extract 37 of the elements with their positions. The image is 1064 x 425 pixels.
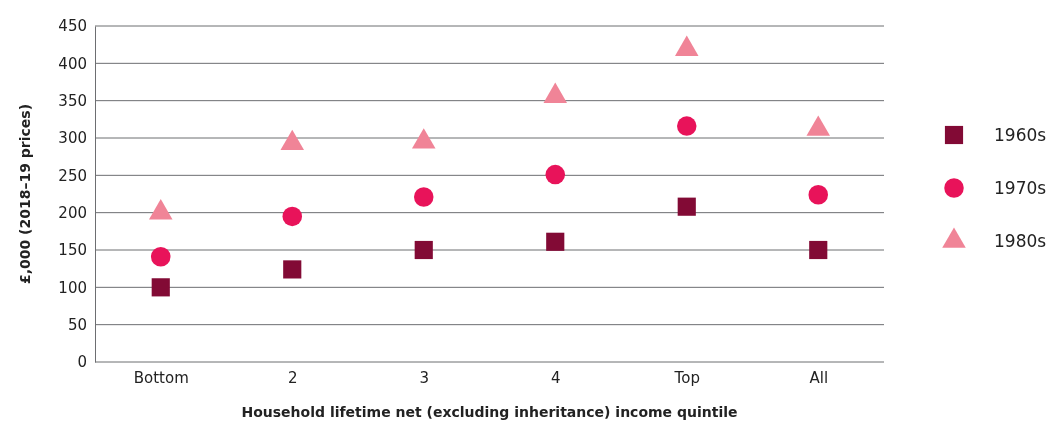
point (545, 164, 566, 185)
y-axis-title: £,000 (2018–19 prices) (17, 103, 33, 285)
x-tick-label: Top (673, 368, 700, 387)
point (283, 260, 302, 279)
y-tick-label: 200 (58, 203, 87, 222)
x-tick-label: All (809, 368, 829, 387)
y-tick-label: 300 (58, 129, 87, 148)
point (280, 129, 305, 151)
point (543, 82, 568, 103)
y-tick-label: 0 (77, 353, 87, 372)
point (411, 128, 436, 149)
point (414, 240, 433, 260)
point (809, 240, 828, 260)
x-axis-title: Household lifetime net (excluding inheritance) income quintile (241, 404, 738, 420)
legend-label: 1970s (994, 178, 1047, 198)
point (413, 187, 434, 207)
legend-label: 1980s (994, 231, 1047, 251)
x-tick-label: Bottom (133, 368, 189, 387)
point (808, 184, 829, 205)
point (677, 197, 696, 216)
y-tick-label: 350 (58, 91, 87, 110)
point (546, 232, 565, 251)
y-tick-label: 100 (58, 278, 87, 297)
y-tick-label: 450 (58, 17, 87, 36)
x-tick-label: 4 (550, 368, 561, 387)
x-tick-label: 3 (419, 368, 430, 387)
point (674, 35, 699, 56)
point (806, 115, 831, 136)
y-tick-label: 400 (58, 54, 87, 73)
y-tick-label: 150 (58, 241, 87, 260)
point (151, 278, 170, 297)
y-tick-label: 250 (58, 166, 87, 185)
point (282, 206, 303, 227)
y-tick-label: 50 (67, 315, 87, 334)
x-tick-label: 2 (287, 368, 298, 387)
legend-label: 1960s (994, 125, 1047, 145)
point (150, 246, 171, 267)
